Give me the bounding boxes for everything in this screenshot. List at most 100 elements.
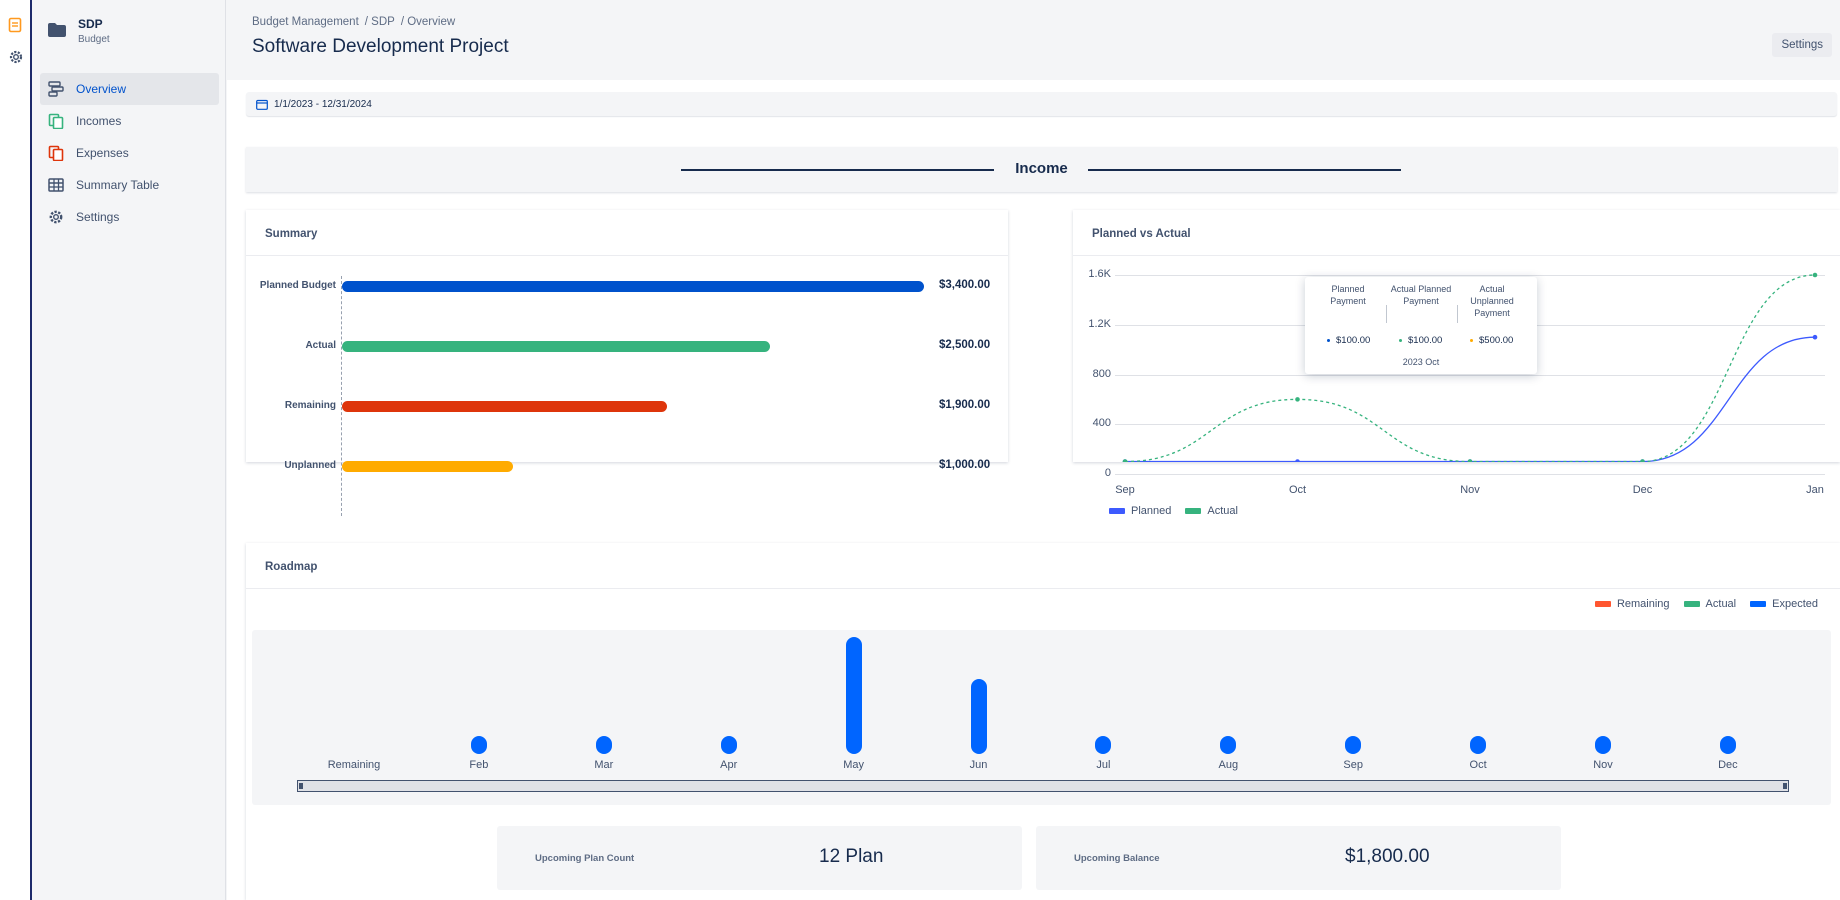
plan-count-label: Upcoming Plan Count	[535, 853, 635, 864]
summary-bar-value: $1,000.00	[939, 459, 991, 471]
calendar-icon	[256, 99, 268, 110]
slider-handle-left[interactable]	[299, 783, 303, 789]
summary-bar-label: Actual	[305, 340, 336, 351]
sidebar-item-summary-table[interactable]: Summary Table	[40, 169, 219, 201]
data-point-actual	[1122, 459, 1128, 462]
sidebar-item-label: Settings	[76, 210, 120, 224]
roadmap-bar[interactable]	[1719, 736, 1736, 754]
y-tick-label: 1.2K	[1088, 317, 1111, 330]
sidebar-nav: Overview Incomes Expenses Sum	[40, 73, 219, 233]
date-range-picker[interactable]: 1/1/2023 - 12/31/2024	[246, 92, 1837, 116]
roadmap-x-label: Jun	[969, 759, 988, 771]
gear-icon	[49, 210, 63, 224]
divider	[1457, 305, 1458, 323]
tooltip-header-actual-unplanned: Actual Unplanned Payment	[1470, 284, 1514, 318]
sidebar-item-label: Expenses	[76, 146, 129, 160]
slider-handle-right[interactable]	[1783, 783, 1787, 789]
breadcrumb-sdp[interactable]: / SDP	[364, 16, 395, 28]
roadmap-x-label: Remaining	[327, 759, 381, 771]
roadmap-range-slider[interactable]	[297, 780, 1789, 792]
sidebar-item-expenses[interactable]: Expenses	[40, 137, 219, 169]
roadmap-bar[interactable]	[720, 736, 737, 754]
roadmap-x-label: Dec	[1718, 759, 1738, 771]
summary-bar[interactable]	[342, 461, 514, 472]
sidebar-item-incomes[interactable]: Incomes	[40, 105, 219, 137]
roadmap-x-label: Jul	[1096, 759, 1111, 771]
table-icon	[48, 178, 64, 192]
planned-vs-actual-title: Planned vs Actual	[1092, 228, 1191, 240]
legend-planned[interactable]: Planned	[1109, 505, 1171, 517]
sidebar-item-overview[interactable]: Overview	[40, 73, 219, 105]
legend-remaining[interactable]: Remaining	[1594, 598, 1670, 610]
summary-bar-value: $3,400.00	[939, 279, 991, 291]
breadcrumb-overview[interactable]: / Overview	[400, 16, 456, 28]
roadmap-bar[interactable]	[595, 736, 612, 754]
summary-bar-label: Planned Budget	[259, 280, 336, 291]
roadmap-bar[interactable]	[1345, 736, 1362, 754]
summary-bar[interactable]	[342, 341, 770, 352]
roadmap-x-label: Apr	[720, 759, 738, 771]
tooltip-header-planned: Planned Payment	[1330, 284, 1366, 306]
data-point-actual	[1812, 272, 1818, 278]
roadmap-legend: Remaining Actual Expected	[1594, 598, 1818, 610]
app-logo-icon[interactable]	[8, 17, 24, 33]
legend-expected[interactable]: Expected	[1750, 598, 1818, 610]
data-point-planned	[1295, 459, 1300, 462]
income-section-header: Income	[246, 147, 1837, 192]
legend-actual[interactable]: Actual	[1683, 598, 1736, 610]
divider	[1386, 305, 1387, 323]
project-name: SDP	[78, 17, 103, 31]
y-tick-label: 0	[1104, 467, 1111, 479]
breadcrumb: Budget Management / SDP / Overview	[252, 16, 461, 28]
data-point-actual	[1640, 459, 1645, 462]
y-tick-label: 400	[1092, 417, 1111, 430]
roadmap-x-label: Nov	[1593, 759, 1613, 771]
roadmap-bar[interactable]	[1220, 736, 1237, 754]
divider	[246, 588, 1840, 589]
upcoming-plan-count-card: Upcoming Plan Count 12 Plan	[497, 826, 1022, 890]
summary-bar[interactable]	[342, 401, 668, 412]
y-tick-label: 800	[1092, 367, 1111, 380]
x-tick-label: Dec	[1632, 484, 1653, 496]
gridline	[1115, 275, 1825, 276]
line-chart-legend: Planned Actual	[1109, 505, 1252, 517]
roadmap-bar[interactable]	[470, 736, 487, 754]
summary-bar[interactable]	[342, 281, 924, 292]
summary-row: Actual $2,500.00	[246, 336, 1006, 356]
plan-count-value: 12 Plan	[819, 846, 884, 867]
tooltip-value-actual-planned: $100.00	[1399, 335, 1442, 346]
balance-label: Upcoming Balance	[1074, 853, 1160, 864]
balance-value: $1,800.00	[1345, 846, 1430, 867]
summary-row: Planned Budget $3,400.00	[246, 276, 1006, 296]
roadmap-bar[interactable]	[1470, 736, 1487, 754]
main-content: 1/1/2023 - 12/31/2024 Income Summary Pla…	[227, 80, 1840, 900]
roadmap-bar[interactable]	[1595, 736, 1611, 754]
legend-actual[interactable]: Actual	[1185, 505, 1238, 517]
folder-icon	[48, 23, 66, 37]
data-point-actual	[1467, 459, 1473, 462]
gridline	[1115, 424, 1825, 426]
tooltip-period: 2023 Oct	[1402, 357, 1440, 367]
settings-button[interactable]: Settings	[1772, 33, 1832, 57]
roadmap-chart: Remaining Feb Mar Apr May Jun Jul Aug Sep Oct Nov D…	[252, 630, 1831, 805]
data-point-planned	[1812, 334, 1818, 340]
sidebar: SDP Budget Overview Incomes Expense	[32, 0, 226, 900]
roadmap-x-label: Aug	[1218, 759, 1239, 771]
roadmap-bar[interactable]	[845, 637, 862, 754]
roadmap-x-label: Oct	[1469, 759, 1487, 771]
sidebar-item-label: Summary Table	[76, 178, 160, 192]
line-chart-plot	[1122, 272, 1818, 462]
breadcrumb-budget-management[interactable]: Budget Management	[252, 16, 359, 28]
tooltip-value-planned: $100.00	[1327, 335, 1370, 346]
roadmap-bar[interactable]	[970, 678, 987, 754]
summary-panel: Summary Planned Budget $3,400.00 Actual $2,…	[246, 210, 1008, 516]
x-tick-label: Sep	[1115, 484, 1135, 496]
roadmap-panel: Roadmap Remaining Actual Expected Remain…	[246, 543, 1840, 900]
sidebar-item-settings[interactable]: Settings	[40, 201, 219, 233]
rail-settings-icon[interactable]	[8, 49, 24, 65]
page-header: Budget Management / SDP / Overview Softw…	[227, 0, 1840, 80]
upcoming-balance-card: Upcoming Balance $1,800.00	[1036, 826, 1561, 890]
summary-row: Unplanned $1,000.00	[246, 456, 1006, 476]
divider	[1073, 255, 1840, 256]
roadmap-bar[interactable]	[1095, 736, 1112, 754]
